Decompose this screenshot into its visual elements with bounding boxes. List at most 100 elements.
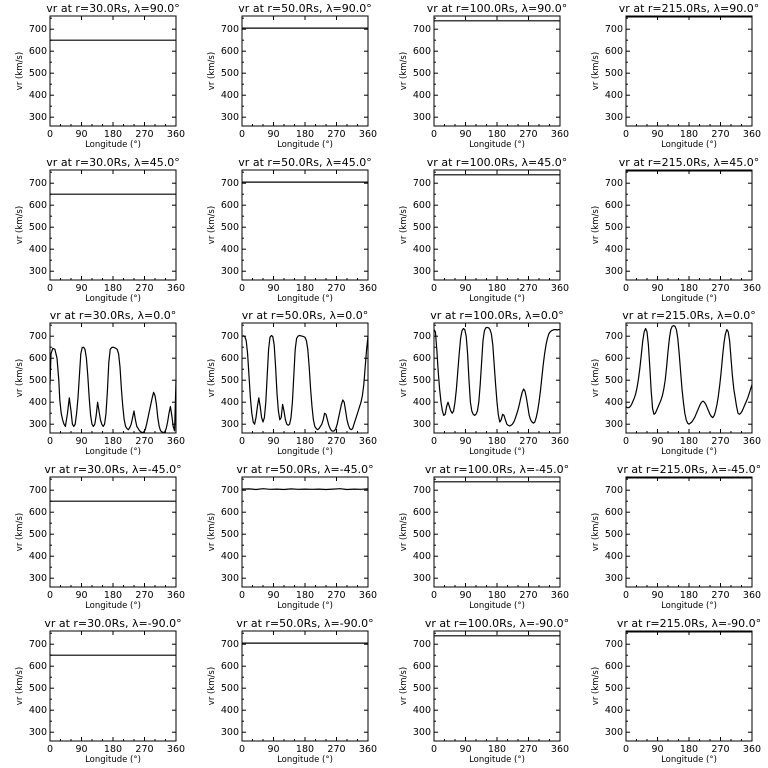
plot-frame — [625, 15, 753, 127]
y-tick-label: 700 — [29, 178, 47, 189]
y-tick-label: 700 — [221, 331, 239, 342]
y-axis-label: vr (km/s) — [15, 206, 25, 244]
x-tick-label: 360 — [359, 283, 377, 294]
x-tick-label: 0 — [239, 283, 245, 294]
x-tick-label: 270 — [327, 436, 345, 447]
x-tick-label: 270 — [711, 744, 729, 755]
y-tick-label: 300 — [29, 419, 47, 430]
y-axis-label: vr (km/s) — [591, 667, 601, 705]
panel-6: vr at r=50.0Rs, λ=45.0° 0 90 180 270 360 300 40… — [207, 156, 377, 304]
x-axis-label: Longitude (°) — [469, 294, 525, 304]
x-tick-label: 90 — [267, 744, 279, 755]
x-axis-label: Longitude (°) — [661, 140, 717, 150]
x-tick-label: 270 — [135, 283, 153, 294]
plot-frame — [49, 476, 177, 588]
y-tick-label: 300 — [221, 266, 239, 277]
x-tick-label: 0 — [47, 590, 53, 601]
x-tick-label: 90 — [75, 590, 87, 601]
plot-frame — [241, 630, 369, 742]
y-tick-label: 400 — [29, 551, 47, 562]
x-tick-label: 270 — [519, 590, 537, 601]
y-tick-label: 400 — [413, 705, 431, 716]
x-tick-label: 270 — [327, 744, 345, 755]
y-tick-label: 300 — [605, 727, 623, 738]
y-tick-label: 500 — [29, 683, 47, 694]
y-tick-label: 300 — [605, 266, 623, 277]
x-tick-label: 270 — [135, 744, 153, 755]
x-tick-label: 180 — [680, 283, 698, 294]
y-tick-label: 400 — [605, 90, 623, 101]
x-tick-label: 0 — [239, 436, 245, 447]
x-tick-label: 360 — [167, 283, 185, 294]
y-tick-label: 300 — [413, 112, 431, 123]
y-tick-label: 600 — [221, 507, 239, 518]
plot-frame — [49, 630, 177, 742]
panel-title: vr at r=30.0Rs, λ=-90.0° — [44, 617, 181, 630]
y-tick-label: 400 — [605, 551, 623, 562]
x-tick-label: 0 — [47, 129, 53, 140]
y-tick-label: 500 — [221, 68, 239, 79]
y-axis-label: vr (km/s) — [591, 206, 601, 244]
x-tick-label: 180 — [296, 283, 314, 294]
x-tick-label: 0 — [239, 744, 245, 755]
panel-title: vr at r=215.0Rs, λ=45.0° — [619, 156, 759, 169]
y-tick-label: 400 — [29, 244, 47, 255]
x-tick-label: 270 — [711, 590, 729, 601]
plot-frame — [433, 322, 561, 434]
y-tick-label: 500 — [413, 529, 431, 540]
panel-title: vr at r=100.0Rs, λ=-45.0° — [425, 463, 569, 476]
y-tick-label: 600 — [605, 200, 623, 211]
y-axis-label: vr (km/s) — [207, 667, 217, 705]
x-tick-label: 360 — [359, 590, 377, 601]
panel-12: vr at r=215.0Rs, λ=0.0° 0 90 180 270 360 300 40… — [591, 309, 761, 457]
y-tick-label: 500 — [605, 375, 623, 386]
x-tick-label: 360 — [167, 590, 185, 601]
y-tick-label: 500 — [413, 683, 431, 694]
x-tick-label: 180 — [104, 129, 122, 140]
y-tick-label: 700 — [221, 178, 239, 189]
y-tick-label: 300 — [605, 112, 623, 123]
panel-15: vr at r=100.0Rs, λ=-45.0° 0 90 180 270 360 300… — [399, 463, 569, 611]
panel-title: vr at r=50.0Rs, λ=-90.0° — [236, 617, 373, 630]
panel-7: vr at r=100.0Rs, λ=45.0° 0 90 180 270 360 300 4… — [399, 156, 569, 304]
y-tick-label: 500 — [605, 222, 623, 233]
y-tick-label: 500 — [605, 683, 623, 694]
panel-5: vr at r=30.0Rs, λ=45.0° 0 90 180 270 360 300 40… — [15, 156, 185, 304]
x-axis-label: Longitude (°) — [469, 447, 525, 457]
y-tick-label: 600 — [29, 46, 47, 57]
x-tick-label: 0 — [623, 590, 629, 601]
y-tick-label: 700 — [221, 639, 239, 650]
x-tick-label: 90 — [267, 283, 279, 294]
y-tick-label: 300 — [605, 419, 623, 430]
y-tick-label: 400 — [605, 397, 623, 408]
panel-4: vr at r=215.0Rs, λ=90.0° 0 90 180 270 360 300 4… — [591, 2, 761, 150]
y-tick-label: 400 — [29, 90, 47, 101]
y-tick-label: 700 — [605, 331, 623, 342]
x-tick-label: 0 — [431, 436, 437, 447]
x-tick-label: 360 — [743, 436, 761, 447]
panel-title: vr at r=100.0Rs, λ=-90.0° — [425, 617, 569, 630]
x-tick-label: 360 — [743, 283, 761, 294]
x-tick-label: 0 — [431, 744, 437, 755]
x-axis-label: Longitude (°) — [469, 140, 525, 150]
panel-title: vr at r=50.0Rs, λ=0.0° — [242, 309, 368, 322]
y-tick-label: 500 — [29, 68, 47, 79]
x-axis-label: Longitude (°) — [661, 294, 717, 304]
panel-16: vr at r=215.0Rs, λ=-45.0° 0 90 180 270 360 300… — [591, 463, 761, 611]
panel-8: vr at r=215.0Rs, λ=45.0° 0 90 180 270 360 300 4… — [591, 156, 761, 304]
x-axis-label: Longitude (°) — [661, 601, 717, 611]
x-tick-label: 270 — [519, 283, 537, 294]
x-tick-label: 90 — [267, 436, 279, 447]
x-tick-label: 180 — [296, 590, 314, 601]
series-line — [433, 326, 560, 427]
panel-11: vr at r=100.0Rs, λ=0.0° 0 90 180 270 360 300 40… — [399, 309, 569, 457]
y-tick-label: 300 — [29, 266, 47, 277]
x-tick-label: 0 — [239, 129, 245, 140]
x-tick-label: 0 — [431, 129, 437, 140]
y-tick-label: 700 — [29, 485, 47, 496]
y-axis-label: vr (km/s) — [15, 359, 25, 397]
plot-frame — [241, 476, 369, 588]
y-tick-label: 500 — [605, 529, 623, 540]
x-tick-label: 90 — [459, 436, 471, 447]
x-axis-label: Longitude (°) — [85, 601, 141, 611]
